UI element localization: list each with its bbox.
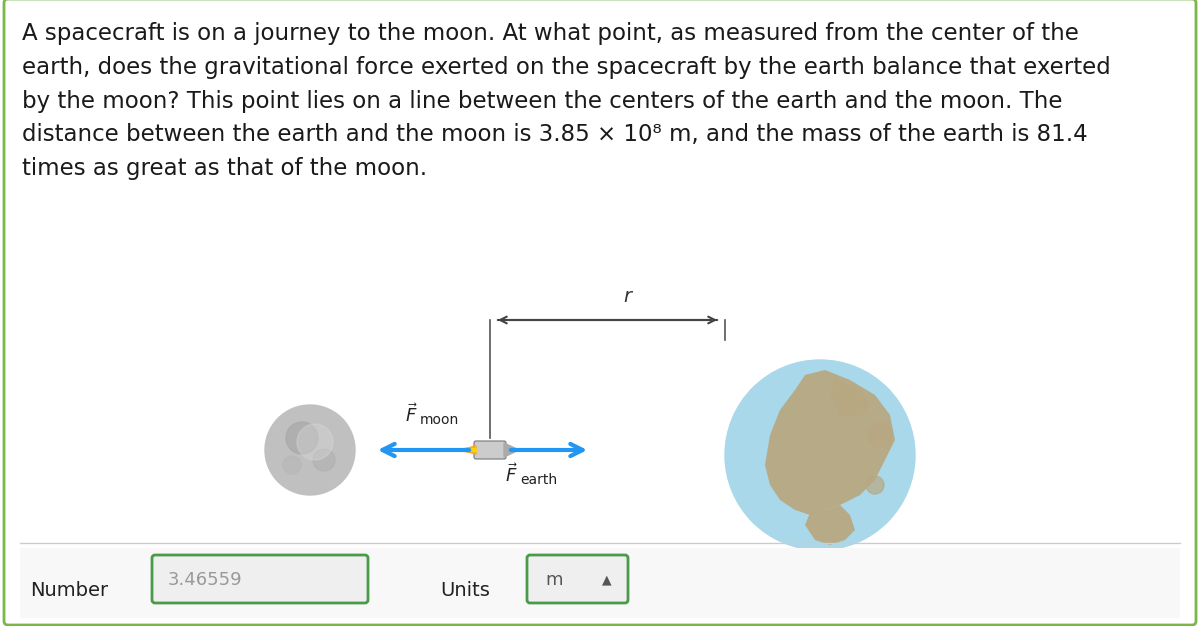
Text: Number: Number [30, 580, 108, 600]
Text: 3.46559: 3.46559 [168, 571, 242, 589]
Polygon shape [466, 448, 476, 452]
Text: m: m [545, 571, 563, 589]
Text: r: r [624, 287, 631, 306]
FancyBboxPatch shape [474, 441, 506, 459]
Text: moon: moon [420, 413, 460, 427]
Circle shape [283, 456, 301, 474]
Circle shape [298, 424, 334, 460]
Circle shape [265, 405, 355, 495]
PathPatch shape [766, 370, 895, 515]
Polygon shape [458, 446, 476, 454]
PathPatch shape [805, 505, 854, 545]
Circle shape [868, 423, 892, 447]
Circle shape [286, 422, 318, 454]
Circle shape [313, 449, 335, 471]
FancyBboxPatch shape [4, 0, 1196, 625]
FancyBboxPatch shape [152, 555, 368, 603]
Text: ▲: ▲ [602, 573, 612, 587]
Polygon shape [504, 443, 520, 457]
Circle shape [866, 476, 884, 494]
Text: A spacecraft is on a journey to the moon. At what point, as measured from the ce: A spacecraft is on a journey to the moon… [22, 22, 1111, 180]
FancyBboxPatch shape [20, 548, 1180, 618]
PathPatch shape [830, 380, 870, 417]
Text: earth: earth [520, 473, 557, 487]
Text: Units: Units [440, 580, 490, 600]
FancyBboxPatch shape [527, 555, 628, 603]
Text: $\vec{F}$: $\vec{F}$ [406, 404, 418, 426]
Text: $\vec{F}$: $\vec{F}$ [505, 464, 517, 486]
Circle shape [725, 360, 916, 550]
